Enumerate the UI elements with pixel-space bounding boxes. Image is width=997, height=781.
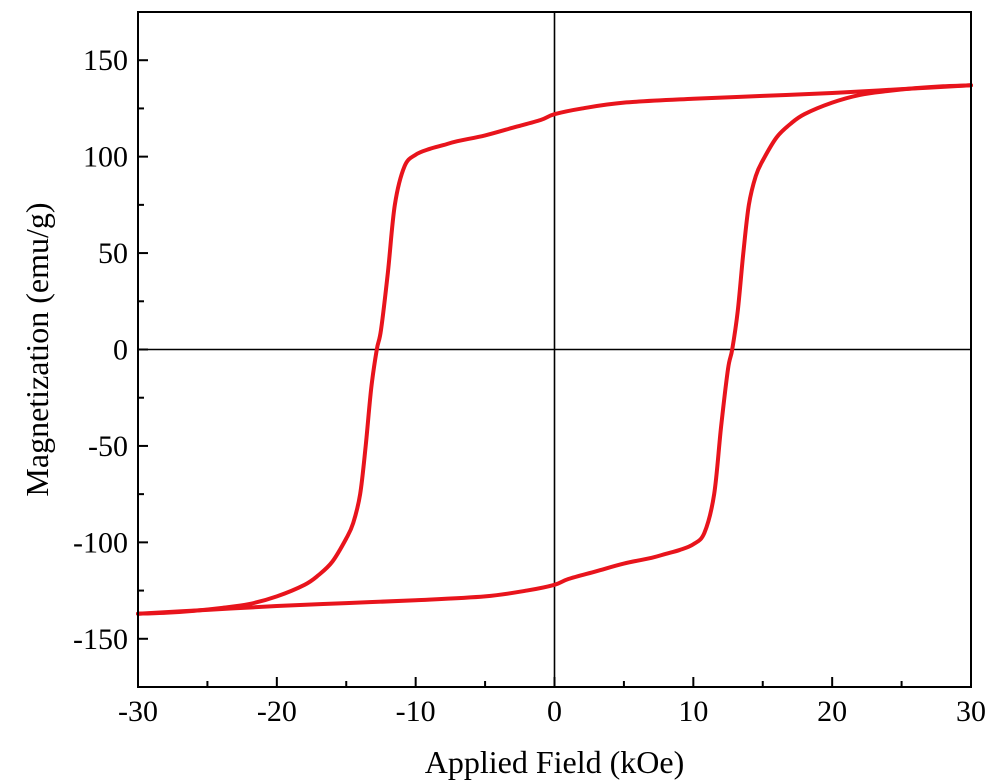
y-tick-label: 0 — [113, 334, 128, 367]
curves — [136, 83, 973, 616]
x-tick-label: -30 — [118, 695, 158, 728]
x-tick-label: 0 — [547, 695, 562, 728]
x-tick-label: 10 — [678, 695, 708, 728]
y-axis-title: Magnetization (emu/g) — [19, 202, 55, 496]
x-tick-label: -10 — [396, 695, 436, 728]
ascending-branch-line — [136, 83, 973, 616]
descending-branch-line — [136, 83, 973, 616]
x-tick-label: 30 — [956, 695, 986, 728]
y-tick-label: 150 — [83, 44, 128, 77]
y-tick-label: -50 — [88, 430, 128, 463]
x-tick-label: -20 — [257, 695, 297, 728]
x-axis-title: Applied Field (kOe) — [425, 744, 685, 780]
y-tick-label: -100 — [73, 526, 128, 559]
x-tick-label: 20 — [817, 695, 847, 728]
zero-lines — [138, 12, 971, 687]
y-tick-label: 100 — [83, 141, 128, 174]
y-ticks: -150 -100 -50 0 50 100 150 — [73, 11, 148, 688]
y-tick-label: -150 — [73, 623, 128, 656]
x-ticks: -30 -20 -10 0 10 20 30 — [118, 677, 986, 728]
y-tick-label: 50 — [98, 237, 128, 270]
